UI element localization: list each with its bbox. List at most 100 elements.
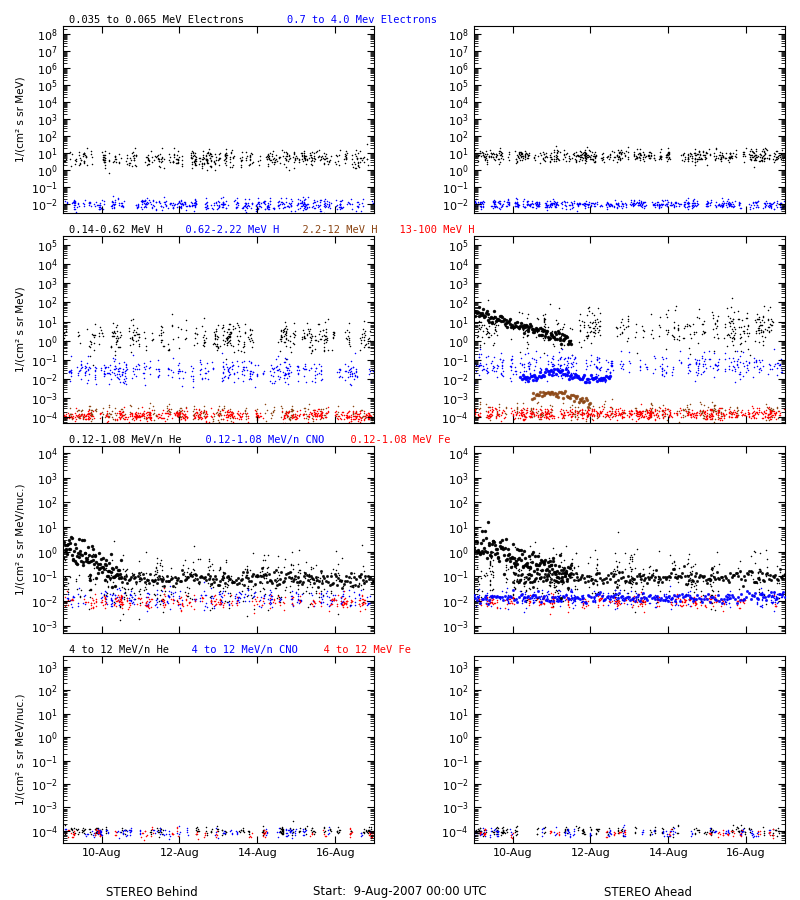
Point — [224, 824, 237, 838]
Point — [758, 199, 771, 213]
Point — [103, 571, 116, 585]
Point — [514, 407, 527, 421]
Point — [137, 408, 150, 422]
Point — [707, 361, 720, 375]
Point — [632, 567, 645, 581]
Point — [126, 565, 139, 580]
Point — [770, 411, 782, 426]
Point — [91, 826, 104, 841]
Point — [117, 562, 130, 576]
Point — [541, 384, 554, 399]
Point — [603, 147, 616, 161]
Point — [582, 303, 595, 318]
Point — [574, 149, 587, 164]
Point — [752, 322, 765, 337]
Point — [695, 327, 708, 341]
Point — [126, 411, 138, 426]
Point — [246, 590, 259, 604]
Point — [84, 568, 97, 582]
Point — [150, 599, 163, 614]
Point — [565, 333, 578, 347]
Point — [64, 593, 77, 608]
Point — [756, 313, 769, 328]
Point — [115, 408, 128, 422]
Point — [252, 593, 265, 608]
Point — [689, 150, 702, 165]
Point — [744, 563, 757, 578]
Point — [251, 369, 264, 383]
Point — [207, 594, 220, 608]
Point — [507, 580, 520, 595]
Point — [530, 557, 542, 572]
Point — [607, 149, 620, 164]
Point — [586, 412, 598, 427]
Point — [531, 409, 544, 423]
Point — [682, 147, 694, 161]
Point — [691, 310, 704, 324]
Point — [534, 370, 547, 384]
Point — [772, 595, 785, 609]
Point — [350, 362, 362, 376]
Point — [656, 825, 669, 840]
Point — [643, 410, 656, 425]
Point — [515, 593, 528, 608]
Point — [554, 598, 566, 613]
Point — [99, 597, 112, 611]
Point — [584, 408, 597, 422]
Point — [102, 166, 115, 181]
Point — [294, 593, 306, 608]
Point — [682, 366, 694, 381]
Point — [66, 830, 79, 844]
Point — [542, 320, 555, 334]
Point — [748, 555, 761, 570]
Point — [65, 409, 78, 423]
Point — [351, 200, 364, 214]
Point — [618, 410, 630, 424]
Point — [531, 566, 544, 580]
Point — [698, 569, 710, 583]
Point — [282, 365, 295, 380]
Point — [350, 409, 363, 423]
Point — [298, 195, 310, 210]
Point — [524, 560, 537, 574]
Point — [606, 356, 618, 370]
Point — [736, 407, 749, 421]
Point — [298, 151, 311, 166]
Point — [155, 558, 168, 572]
Point — [174, 400, 187, 415]
Point — [473, 824, 486, 838]
Point — [517, 558, 530, 572]
Point — [70, 824, 83, 838]
Point — [345, 354, 358, 368]
Point — [264, 153, 277, 167]
Point — [122, 156, 135, 170]
Point — [526, 368, 538, 382]
Point — [470, 306, 483, 320]
Point — [626, 199, 639, 213]
Point — [184, 199, 197, 213]
Point — [200, 195, 213, 210]
Point — [726, 314, 739, 328]
Point — [113, 155, 126, 169]
Point — [116, 200, 129, 214]
Point — [322, 604, 335, 618]
Point — [115, 825, 128, 840]
Point — [767, 585, 780, 599]
Point — [189, 411, 202, 426]
Point — [580, 410, 593, 424]
Point — [141, 405, 154, 419]
Point — [743, 824, 756, 838]
Point — [751, 323, 764, 338]
Point — [343, 826, 356, 841]
Point — [694, 151, 707, 166]
Point — [698, 325, 710, 339]
Point — [689, 352, 702, 366]
Point — [342, 410, 354, 425]
Point — [474, 596, 487, 610]
Point — [772, 150, 785, 165]
Point — [494, 541, 507, 555]
Point — [469, 196, 482, 211]
Point — [649, 413, 662, 428]
Point — [484, 592, 497, 607]
Point — [142, 150, 155, 165]
